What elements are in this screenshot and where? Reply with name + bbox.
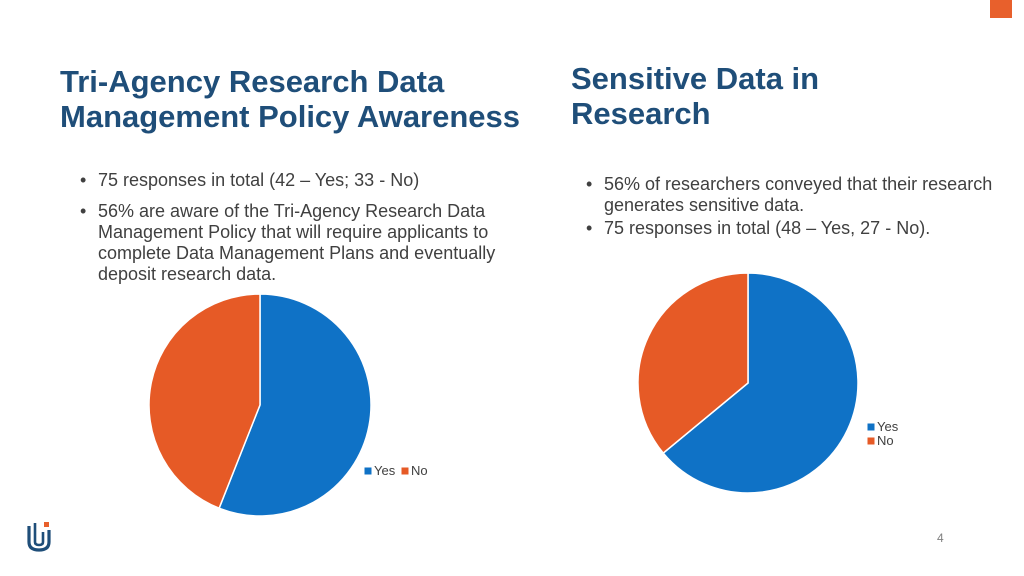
corner-accent bbox=[990, 0, 1024, 32]
legend-swatch-yes bbox=[866, 422, 876, 432]
legend-swatch-yes bbox=[363, 466, 373, 476]
awareness-pie-chart: Yes No bbox=[148, 293, 428, 517]
corner-accent-square bbox=[990, 0, 1012, 18]
right-bullet-2: 75 responses in total (48 – Yes, 27 - No… bbox=[578, 218, 998, 239]
legend-label-no: No bbox=[877, 433, 894, 448]
legend-swatch-no bbox=[400, 466, 410, 476]
legend-swatch-no bbox=[866, 436, 876, 446]
page-number: 4 bbox=[937, 531, 944, 545]
pie-slice-yes bbox=[662, 272, 859, 494]
legend-label-no: No bbox=[411, 463, 428, 478]
pie-slice-yes bbox=[218, 293, 372, 517]
left-bullet-list: 75 responses in total (42 – Yes; 33 - No… bbox=[72, 170, 542, 295]
left-bullet-1: 75 responses in total (42 – Yes; 33 - No… bbox=[72, 170, 542, 191]
left-title: Tri-Agency Research Data Management Poli… bbox=[60, 64, 521, 134]
right-title: Sensitive Data in Research bbox=[571, 61, 820, 131]
right-bullet-list: 56% of researchers conveyed that their r… bbox=[578, 174, 998, 241]
right-bullet-1: 56% of researchers conveyed that their r… bbox=[578, 174, 998, 216]
legend-label-yes: Yes bbox=[877, 419, 899, 434]
legend-label-yes: Yes bbox=[374, 463, 396, 478]
pie-slice-no bbox=[148, 293, 261, 510]
organization-logo bbox=[27, 522, 51, 552]
left-bullet-2: 56% are aware of the Tri-Agency Research… bbox=[72, 201, 542, 285]
pie-slice-no bbox=[637, 272, 749, 455]
